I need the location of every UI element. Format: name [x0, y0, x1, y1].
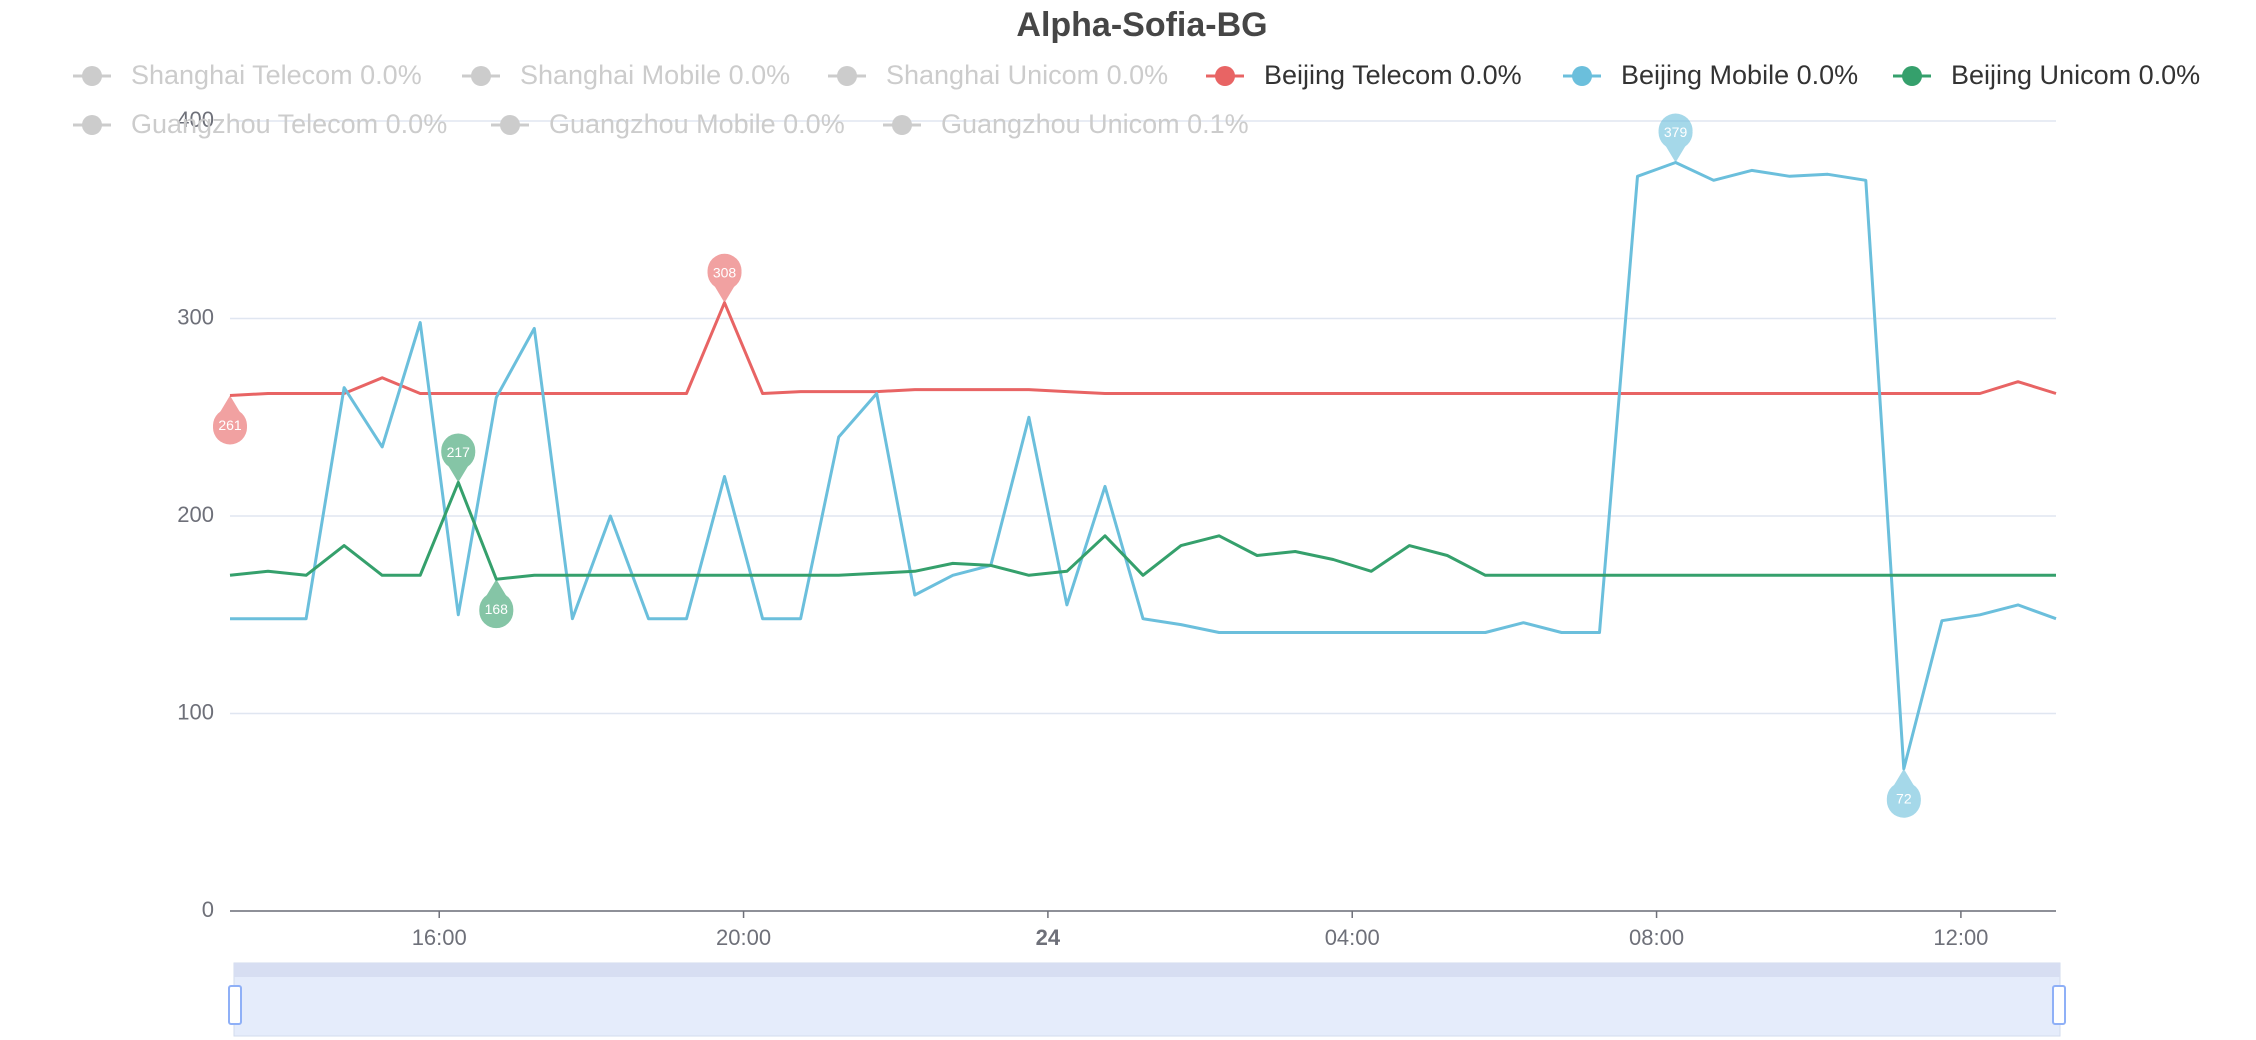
legend-label: Shanghai Unicom 0.0% — [886, 60, 1168, 90]
legend-item[interactable]: Shanghai Mobile 0.0% — [462, 60, 790, 90]
mark-label: 261 — [218, 417, 242, 433]
legend-dot — [1572, 66, 1592, 86]
mark-label: 72 — [1896, 791, 1912, 807]
mark-pin-head — [441, 435, 476, 470]
legend-item[interactable]: Guangzhou Telecom 0.0% — [73, 109, 447, 139]
x-tick-label: 20:00 — [716, 925, 771, 950]
x-tick-label: 12:00 — [1933, 925, 1988, 950]
legend-label: Guangzhou Unicom 0.1% — [941, 109, 1249, 139]
legend-item[interactable]: Guangzhou Mobile 0.0% — [491, 109, 845, 139]
legend-item[interactable]: Shanghai Telecom 0.0% — [73, 60, 422, 90]
legend-item[interactable]: Shanghai Unicom 0.0% — [828, 60, 1168, 90]
chart-title: Alpha-Sofia-BG — [1016, 6, 1267, 44]
y-tick-label: 0 — [202, 897, 214, 922]
legend-label: Beijing Mobile 0.0% — [1621, 60, 1858, 90]
legend-label: Guangzhou Telecom 0.0% — [131, 109, 447, 139]
mark-pin-head — [479, 592, 514, 627]
legend-label: Guangzhou Mobile 0.0% — [549, 109, 845, 139]
mark-point — [441, 433, 476, 483]
series-line — [229, 480, 2056, 581]
data-zoom-slider[interactable] — [228, 962, 2066, 1037]
mark-pin-head — [707, 255, 742, 290]
legend-item[interactable]: Guangzhou Unicom 0.1% — [883, 109, 1249, 139]
y-tick-label: 400 — [177, 107, 214, 132]
series-line — [229, 301, 2057, 397]
legend-dot — [82, 66, 102, 86]
zoom-bar — [234, 963, 2060, 977]
legend-dot — [837, 66, 857, 86]
mark-pin-head — [213, 408, 247, 443]
mark-pin-head — [1658, 115, 1693, 150]
legend-item[interactable]: Beijing Unicom 0.0% — [1893, 60, 2200, 90]
x-tick-label: 04:00 — [1325, 925, 1380, 950]
legend-label: Shanghai Telecom 0.0% — [131, 60, 422, 90]
legend-dot — [1215, 66, 1235, 86]
mark-label: 308 — [713, 264, 737, 280]
legend-dot — [471, 66, 491, 86]
mark-label: 379 — [1664, 124, 1688, 140]
mark-point — [1886, 768, 1921, 818]
legend-item[interactable]: Beijing Mobile 0.0% — [1563, 60, 1858, 90]
legend-label: Beijing Unicom 0.0% — [1951, 60, 2200, 90]
legend-dot — [82, 115, 102, 135]
legend-item[interactable]: Beijing Telecom 0.0% — [1206, 60, 1522, 90]
legend-label: Beijing Telecom 0.0% — [1264, 60, 1522, 90]
legend-dot — [892, 115, 912, 135]
mark-point — [479, 579, 514, 629]
y-tick-label: 300 — [177, 304, 214, 329]
series-line — [230, 161, 2057, 771]
mark-point — [707, 253, 742, 303]
mark-label: 168 — [485, 601, 509, 617]
mark-point — [213, 395, 247, 445]
legend-label: Shanghai Mobile 0.0% — [520, 60, 790, 90]
mark-point — [1658, 113, 1693, 163]
mark-label: 217 — [447, 444, 471, 460]
mark-pin-head — [1886, 781, 1921, 816]
x-tick-label: 16:00 — [412, 925, 467, 950]
zoom-handle-right[interactable] — [2052, 985, 2066, 1025]
x-tick-label: 24 — [1036, 925, 1061, 950]
y-tick-label: 100 — [177, 699, 214, 724]
x-tick-label: 08:00 — [1629, 925, 1684, 950]
zoom-handle-left[interactable] — [228, 985, 242, 1025]
y-tick-label: 200 — [177, 502, 214, 527]
legend-dot — [500, 115, 520, 135]
legend-dot — [1902, 66, 1922, 86]
